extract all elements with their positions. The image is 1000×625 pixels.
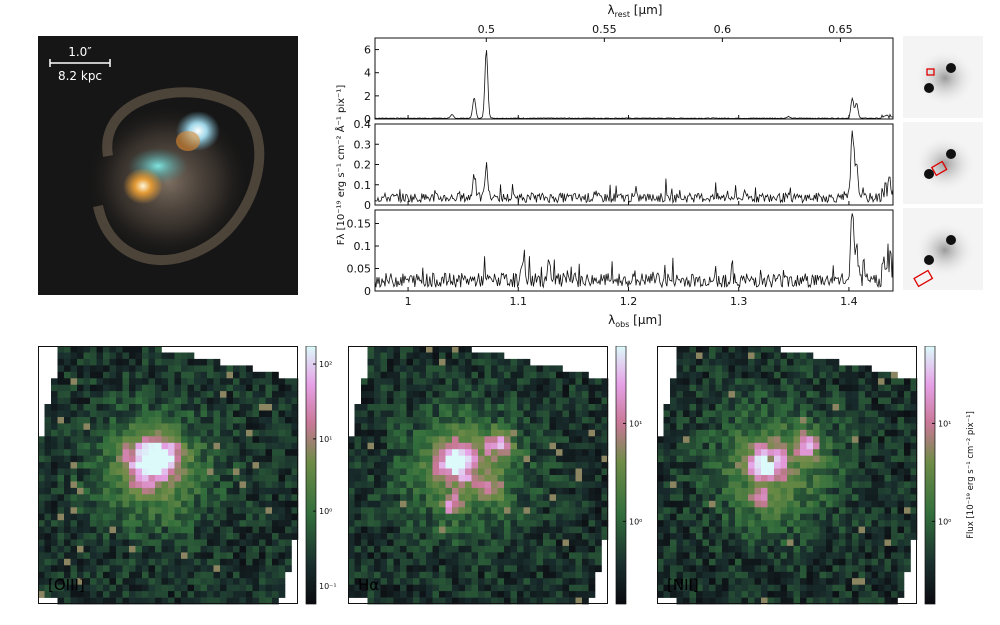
map-label: Hα xyxy=(358,576,379,594)
bottom-axis-title: λobs [μm] xyxy=(608,313,662,329)
colorbar-tick-label: 10⁰ xyxy=(938,517,951,526)
top-axis-title: λrest [μm] xyxy=(608,3,663,19)
y-tick-label: 0.15 xyxy=(347,218,372,231)
galaxy-image-panel: 1.0″ 8.2 kpc xyxy=(38,36,298,295)
y-tick-label: 0.4 xyxy=(354,118,372,131)
y-axis-title: Fλ [10⁻¹⁹ erg s⁻¹ cm⁻² Å⁻¹ pix⁻¹] xyxy=(334,85,347,246)
y-tick-label: 0.1 xyxy=(354,179,372,192)
colorbar-tick-label: 10² xyxy=(319,360,332,369)
y-tick-label: 0.1 xyxy=(354,240,372,253)
top-tick-label: 0.65 xyxy=(828,23,853,36)
map-halpha: Hα 10¹ 10⁰ xyxy=(348,345,642,605)
y-tick-label: 0 xyxy=(364,199,371,212)
thumbnail-column xyxy=(903,36,983,296)
thumbnail-2 xyxy=(903,122,983,204)
map-pixels xyxy=(38,346,299,605)
map-frame xyxy=(38,346,298,604)
map-halpha-panel: Hα 10¹ 10⁰ xyxy=(348,345,648,608)
scale-bar-kpc: 8.2 kpc xyxy=(58,69,102,83)
map-nii: [NII] 10¹ 10⁰ Flux [10⁻¹⁹ erg s⁻¹ cm⁻² pix⁻… xyxy=(657,345,976,605)
thumbnail-1 xyxy=(903,36,983,118)
y-tick-label: 0.2 xyxy=(354,159,372,172)
y-tick-label: 0 xyxy=(364,285,371,298)
top-tick-label: 0.6 xyxy=(714,23,732,36)
map-frame xyxy=(657,346,917,604)
map-frame xyxy=(348,346,608,604)
colorbar-tick-label: 10⁰ xyxy=(629,517,642,526)
galaxy-image: 1.0″ 8.2 kpc xyxy=(38,36,298,295)
y-tick-label: 0.05 xyxy=(347,263,372,276)
colorbar-tick-label: 10¹ xyxy=(319,435,332,444)
colorbar-tick-label: 10⁻¹ xyxy=(319,582,337,591)
colorbar xyxy=(924,345,936,605)
spectrum-frame-1 xyxy=(374,37,894,120)
y-tick-label: 4 xyxy=(364,67,371,80)
scale-bar-arcsec: 1.0″ xyxy=(68,45,92,59)
y-tick-label: 0.3 xyxy=(354,138,372,151)
x-tick-label: 1.1 xyxy=(510,295,528,308)
spectrum-frame-2 xyxy=(374,123,894,206)
map-oiii-panel: [OIII] 10² 10¹ 10⁰ 10⁻¹ xyxy=(38,345,338,608)
x-tick-label: 1.4 xyxy=(840,295,858,308)
colorbar-tick-label: 10⁰ xyxy=(319,507,332,516)
spectra-panel: 0 2 4 6 0 0.1 0.2 0.3 0.4 0 0.05 0.1 0.15 1 1.1 1.2 1.3 1… xyxy=(330,0,910,330)
colorbar xyxy=(615,345,627,605)
map-label: [NII] xyxy=(667,576,699,594)
thumbnails xyxy=(903,36,983,290)
x-tick-label: 1.2 xyxy=(620,295,638,308)
aperture-box xyxy=(926,68,935,76)
x-tick-label: 1 xyxy=(405,295,412,308)
map-label: [OIII] xyxy=(48,576,85,594)
colorbar-tick-label: 10¹ xyxy=(629,419,642,428)
top-tick-label: 0.5 xyxy=(478,23,496,36)
spectrum-line-3 xyxy=(374,213,894,289)
x-tick-label: 1.3 xyxy=(730,295,748,308)
colorbar-tick-label: 10¹ xyxy=(938,419,951,428)
y-tick-label: 6 xyxy=(364,44,371,57)
map-oiii: [OIII] 10² 10¹ 10⁰ 10⁻¹ xyxy=(38,345,337,605)
top-tick-label: 0.55 xyxy=(592,23,617,36)
colorbar xyxy=(305,345,317,605)
thumbnail-3 xyxy=(903,208,983,290)
aperture-box xyxy=(913,269,934,288)
spectrum-line-2 xyxy=(374,130,894,205)
y-tick-label: 0 xyxy=(364,113,371,126)
map-pixels xyxy=(348,346,609,605)
aperture-box xyxy=(930,160,948,177)
map-pixels xyxy=(657,346,918,605)
y-tick-label: 2 xyxy=(364,90,371,103)
spectrum-line-1 xyxy=(374,50,894,120)
map-nii-panel: [NII] 10¹ 10⁰ Flux [10⁻¹⁹ erg s⁻¹ cm⁻² pix⁻… xyxy=(657,345,987,608)
colorbar-title: Flux [10⁻¹⁹ erg s⁻¹ cm⁻² pix⁻¹] xyxy=(966,411,976,539)
